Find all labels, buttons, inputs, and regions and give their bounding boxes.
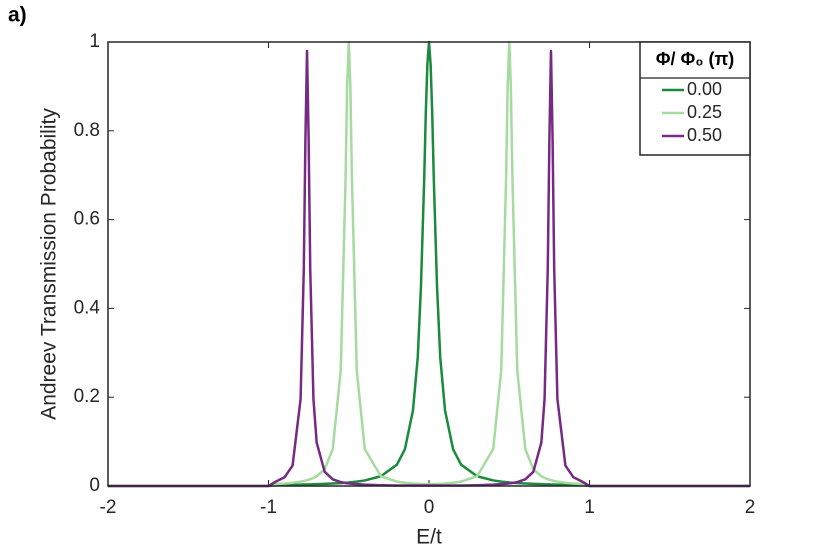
x-tick-label: 2 [745,497,756,518]
y-tick-label: 0 [89,475,100,496]
x-tick-label: -2 [100,497,117,518]
x-tick-label: 0 [424,497,435,518]
x-tick-label: 1 [584,497,595,518]
y-tick-label: 0.8 [74,120,100,141]
legend-title: Φ/ Φ₀ (π) [656,49,734,69]
legend-label: 0.00 [687,79,722,99]
legend-box [639,41,751,156]
legend-label: 0.25 [687,102,722,122]
x-tick-label: -1 [260,497,277,518]
y-tick-label: 1 [89,31,100,52]
y-tick-label: 0.6 [74,209,100,230]
y-tick-label: 0.2 [74,386,100,407]
y-axis-label: Andreev Transmission Probability [38,108,61,420]
y-tick-label: 0.4 [74,297,101,318]
plot-frame [107,41,751,487]
legend-label: 0.50 [687,125,722,145]
panel-label: a) [8,4,27,27]
x-axis-label: E/t [416,526,442,549]
